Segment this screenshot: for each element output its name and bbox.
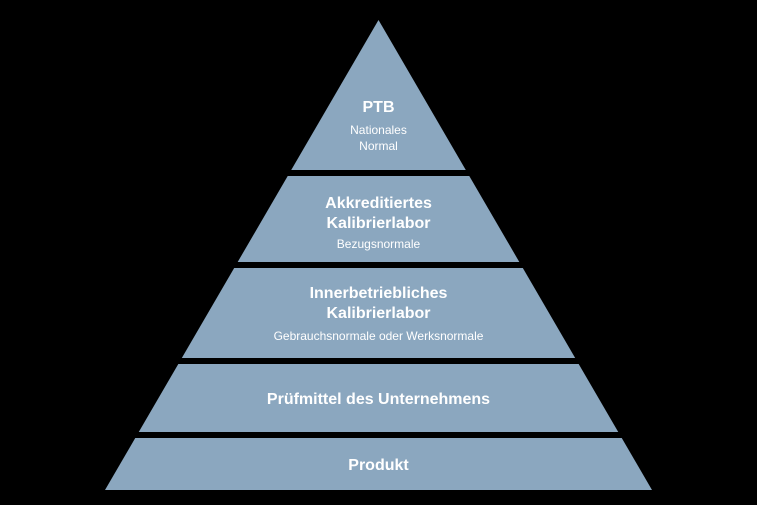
level-subtitle: Nationales xyxy=(350,123,407,137)
level-title: PTB xyxy=(363,99,395,116)
level-title: Kalibrierlabor xyxy=(326,305,430,322)
level-title: Akkreditiertes xyxy=(325,195,432,212)
pyramid-level-l3: Innerbetriebliches Kalibrierlabor Gebrauch… xyxy=(182,268,575,358)
level-subtitle: Normal xyxy=(359,139,398,153)
pyramid-level-l5: Produkt xyxy=(105,438,652,490)
level-title: Prüfmittel des Unternehmens xyxy=(267,391,490,408)
level-title: Innerbetriebliches xyxy=(310,285,448,302)
level-subtitle: Bezugsnormale xyxy=(337,237,421,251)
level-subtitle: Gebrauchsnormale oder Werksnormale xyxy=(274,329,484,343)
pyramid-level-l4: Prüfmittel des Unternehmens xyxy=(139,364,618,432)
level-title: Produkt xyxy=(348,457,409,474)
calibration-pyramid: PTB Nationales Normal Akkreditiertes Kalibri… xyxy=(0,0,757,505)
level-title: Kalibrierlabor xyxy=(326,215,430,232)
